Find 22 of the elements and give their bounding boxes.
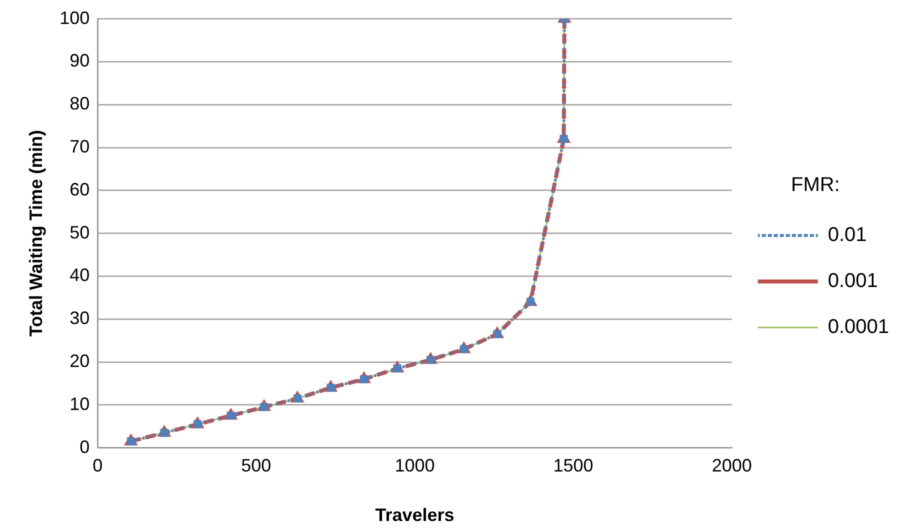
legend-label: 0.01 (828, 224, 867, 246)
x-tick-label: 500 (241, 456, 272, 476)
y-tick-label: 20 (70, 350, 90, 371)
y-tick-label: 30 (70, 308, 90, 328)
y-tick-label: 0 (80, 436, 90, 457)
y-tick-label: 90 (70, 50, 90, 71)
x-tick-label: 1000 (394, 456, 435, 476)
y-tick-label: 10 (70, 394, 90, 414)
x-tick-label: 0 (92, 456, 103, 476)
legend-title: FMR: (790, 174, 840, 196)
y-axis-title: Total Waiting Time (min) (26, 130, 46, 337)
x-tick-label: 1500 (553, 456, 594, 476)
y-tick-label: 100 (60, 8, 90, 28)
y-tick-label: 80 (70, 94, 90, 114)
x-tick-label: 2000 (712, 456, 752, 476)
legend-label: 0.0001 (828, 316, 889, 338)
legend-label: 0.001 (828, 270, 878, 292)
x-axis-title: Travelers (375, 505, 454, 526)
y-tick-label: 40 (70, 265, 90, 286)
y-tick-label: 60 (70, 179, 90, 200)
y-tick-label: 50 (70, 222, 90, 242)
y-tick-label: 70 (70, 136, 90, 156)
